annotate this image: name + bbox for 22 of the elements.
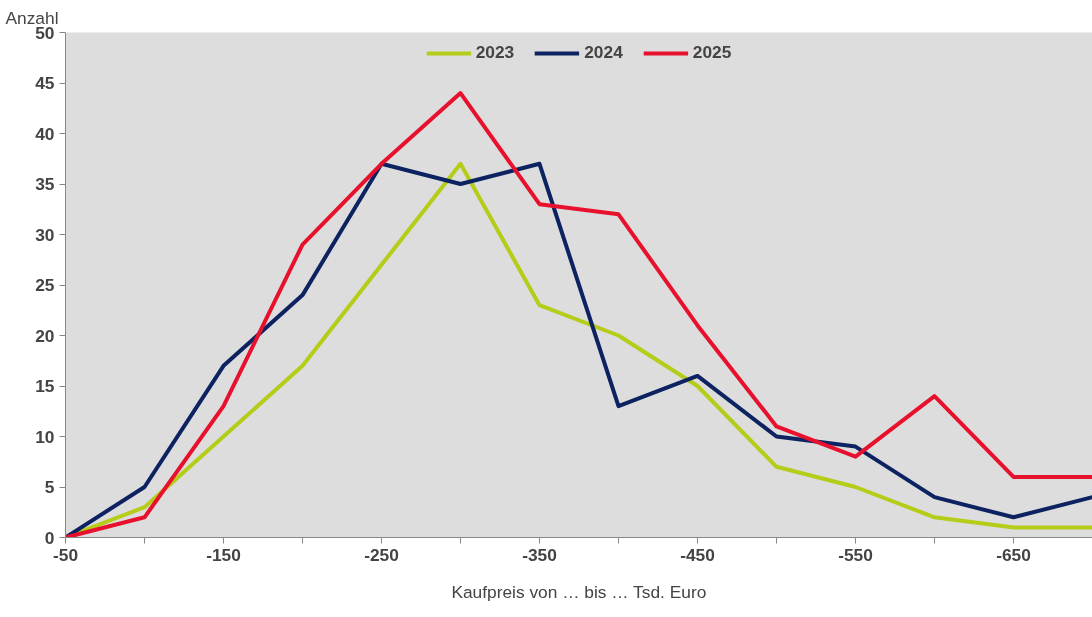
- x-tick-label: -450: [680, 544, 715, 565]
- y-tick-label: 35: [35, 174, 55, 194]
- y-tick-label: 5: [44, 477, 55, 497]
- y-tick-label: 15: [35, 376, 55, 396]
- x-tick-label: -50: [52, 544, 79, 565]
- y-tick-label: 45: [35, 73, 55, 93]
- x-tick-label: -150: [206, 544, 241, 565]
- x-tick-label: -650: [996, 544, 1031, 565]
- y-axis-title: Anzahl: [5, 7, 59, 28]
- legend-label: 2023: [475, 42, 515, 63]
- x-tick-label: -350: [522, 544, 557, 565]
- y-tick-label: 25: [35, 275, 55, 295]
- y-tick-label: 40: [35, 123, 55, 144]
- x-axis-title: Kaufpreis von … bis … Tsd. Euro: [451, 581, 707, 602]
- y-tick-label: 10: [35, 426, 55, 447]
- y-tick-label: 30: [35, 224, 55, 245]
- y-tick-label: 20: [35, 325, 55, 346]
- y-tick-label: 0: [44, 527, 55, 548]
- x-tick-label: -250: [364, 544, 399, 565]
- legend-label: 2024: [584, 42, 623, 63]
- legend-label: 2025: [692, 42, 732, 63]
- x-tick-label: -550: [838, 544, 873, 565]
